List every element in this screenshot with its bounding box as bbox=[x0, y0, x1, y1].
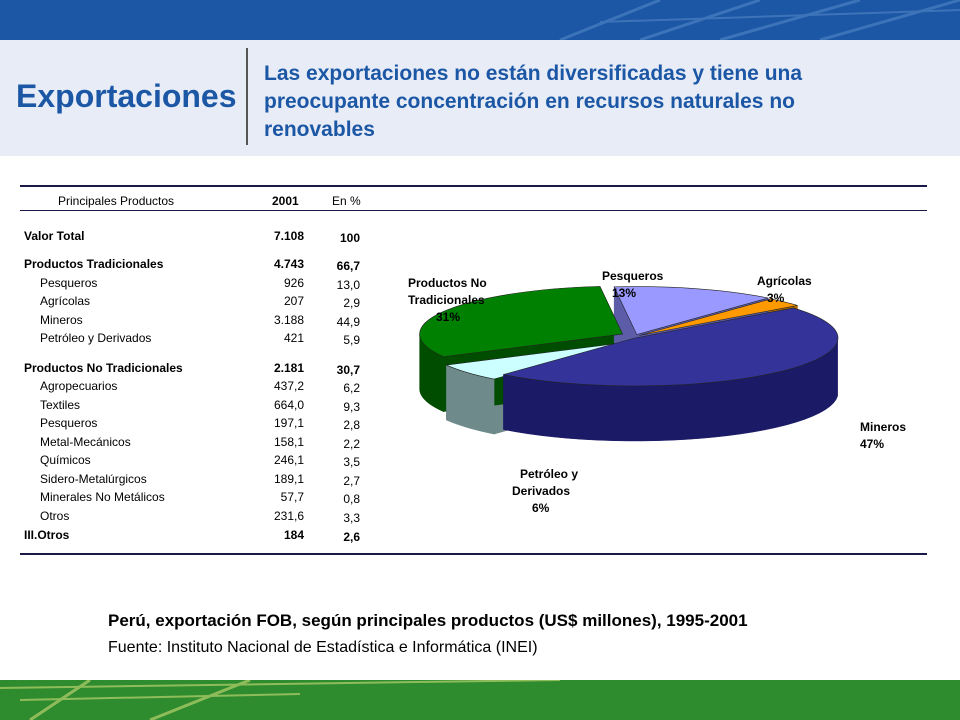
table-row-label: Otros bbox=[40, 509, 70, 523]
table-row-value: 7.108 bbox=[273, 229, 304, 243]
table-row-label: Pesqueros bbox=[40, 416, 98, 430]
table-row-value: 197,1 bbox=[273, 416, 304, 430]
table-row-value: 437,2 bbox=[273, 379, 304, 393]
source-note: Fuente: Instituto Nacional de Estadístic… bbox=[108, 639, 538, 656]
table-row-pct: 44,9 bbox=[336, 315, 360, 329]
table-row-label: Minerales No Metálicos bbox=[40, 490, 165, 504]
table-header-product: Principales Productos bbox=[58, 194, 175, 208]
table-row-value: 3.188 bbox=[273, 313, 304, 327]
table-row-label: Textiles bbox=[40, 398, 81, 412]
table-row-pct: 6,2 bbox=[343, 381, 360, 395]
table-row-label: Agropecuarios bbox=[40, 379, 118, 393]
top-banner bbox=[0, 0, 960, 40]
table-header-year: 2001 bbox=[272, 194, 299, 208]
header bbox=[0, 40, 960, 156]
table-row-label: Pesqueros bbox=[40, 276, 98, 290]
table-row-pct: 3,5 bbox=[343, 455, 360, 469]
pie-slice bbox=[503, 307, 839, 387]
pie-label-line: 6% bbox=[532, 501, 550, 515]
pie-label-line: Petróleo y bbox=[520, 467, 579, 481]
page-subtitle: Las exportaciones no están diversificada… bbox=[264, 62, 803, 141]
pie-label-line: Tradicionales bbox=[408, 293, 485, 307]
page-title: Exportaciones bbox=[16, 78, 237, 114]
table-row-pct: 100 bbox=[339, 231, 360, 245]
table-row-value: 189,1 bbox=[273, 472, 304, 486]
table-row-label: Sidero-Metalúrgicos bbox=[40, 472, 147, 486]
pie-slice bbox=[419, 286, 624, 357]
table-row-label: Agrícolas bbox=[40, 294, 91, 308]
table-row-pct: 66,7 bbox=[336, 259, 360, 273]
pie-label-line: 47% bbox=[860, 437, 885, 451]
table-row-value: 231,6 bbox=[273, 509, 304, 523]
table-row-value: 421 bbox=[283, 331, 304, 345]
table-header-pct: En % bbox=[332, 194, 361, 208]
table-row-pct: 9,3 bbox=[343, 400, 360, 414]
chart-caption: Perú, exportación FOB, según principales… bbox=[108, 611, 748, 630]
table-row-value: 4.743 bbox=[273, 257, 304, 271]
table-row-pct: 0,8 bbox=[343, 492, 360, 506]
table-row-value: 57,7 bbox=[280, 490, 304, 504]
table-row-pct: 5,9 bbox=[343, 333, 360, 347]
pie-chart bbox=[419, 286, 839, 442]
table-row-pct: 30,7 bbox=[336, 363, 360, 377]
table-row-pct: 2,9 bbox=[343, 296, 360, 310]
pie-label-line: Mineros bbox=[860, 420, 907, 434]
table-row-pct: 2,7 bbox=[343, 474, 360, 488]
pie-label-line: 31% bbox=[436, 310, 461, 324]
pie-label-mineros: Mineros 47% bbox=[860, 419, 906, 453]
top-banner-pattern bbox=[559, 0, 960, 40]
table-header-rule bbox=[20, 210, 927, 211]
table-row-label: Petróleo y Derivados bbox=[40, 331, 152, 345]
pie-label-line: Productos No bbox=[408, 276, 487, 290]
table-row-label: Metal-Mecánicos bbox=[40, 435, 131, 449]
bottom-banner-pattern bbox=[0, 680, 561, 720]
table-row-value: 2.181 bbox=[273, 361, 304, 375]
table-bottom-rule bbox=[20, 553, 927, 555]
table-row-value: 158,1 bbox=[273, 435, 304, 449]
header-divider bbox=[246, 48, 248, 145]
table-row-label: Productos No Tradicionales bbox=[24, 361, 183, 375]
bottom-banner bbox=[0, 680, 960, 720]
table-row-value: 926 bbox=[283, 276, 304, 290]
table-top-rule bbox=[20, 185, 927, 187]
pie-label-agricolas: Agrícolas 3% bbox=[757, 273, 812, 307]
table-row-label: III.Otros bbox=[24, 528, 70, 542]
pie-slice bbox=[445, 342, 626, 380]
pie-label-no-tradicionales: Productos No Tradicionales 31% bbox=[408, 275, 487, 326]
table-row-label: Valor Total bbox=[24, 229, 85, 243]
table-row-label: Productos Tradicionales bbox=[24, 257, 164, 271]
table-row-pct: 2,6 bbox=[343, 530, 360, 544]
table-row-label: Mineros bbox=[40, 313, 83, 327]
table-row-value: 184 bbox=[283, 528, 304, 542]
table-row-value: 664,0 bbox=[273, 398, 304, 412]
table-row-pct: 3,3 bbox=[343, 511, 360, 525]
table-row-pct: 2,8 bbox=[343, 418, 360, 432]
table-row-label: Químicos bbox=[40, 453, 91, 467]
table-row-value: 246,1 bbox=[273, 453, 304, 467]
table-row-value: 207 bbox=[283, 294, 304, 308]
table-row-pct: 2,2 bbox=[343, 437, 360, 451]
table-row-pct: 13,0 bbox=[336, 278, 360, 292]
pie-label-line: Agrícolas bbox=[757, 274, 812, 288]
pie-label-petroleo: Petróleo y Derivados 6% bbox=[512, 466, 578, 517]
pie-label-line: Pesqueros bbox=[602, 269, 664, 283]
pie-slice bbox=[613, 286, 769, 335]
pie-label-line: 3% bbox=[767, 291, 785, 305]
pie-label-pesqueros: Pesqueros 13% bbox=[602, 268, 663, 302]
pie-slice bbox=[639, 298, 798, 336]
pie-label-line: Derivados bbox=[512, 484, 571, 498]
pie-label-line: 13% bbox=[612, 286, 637, 300]
